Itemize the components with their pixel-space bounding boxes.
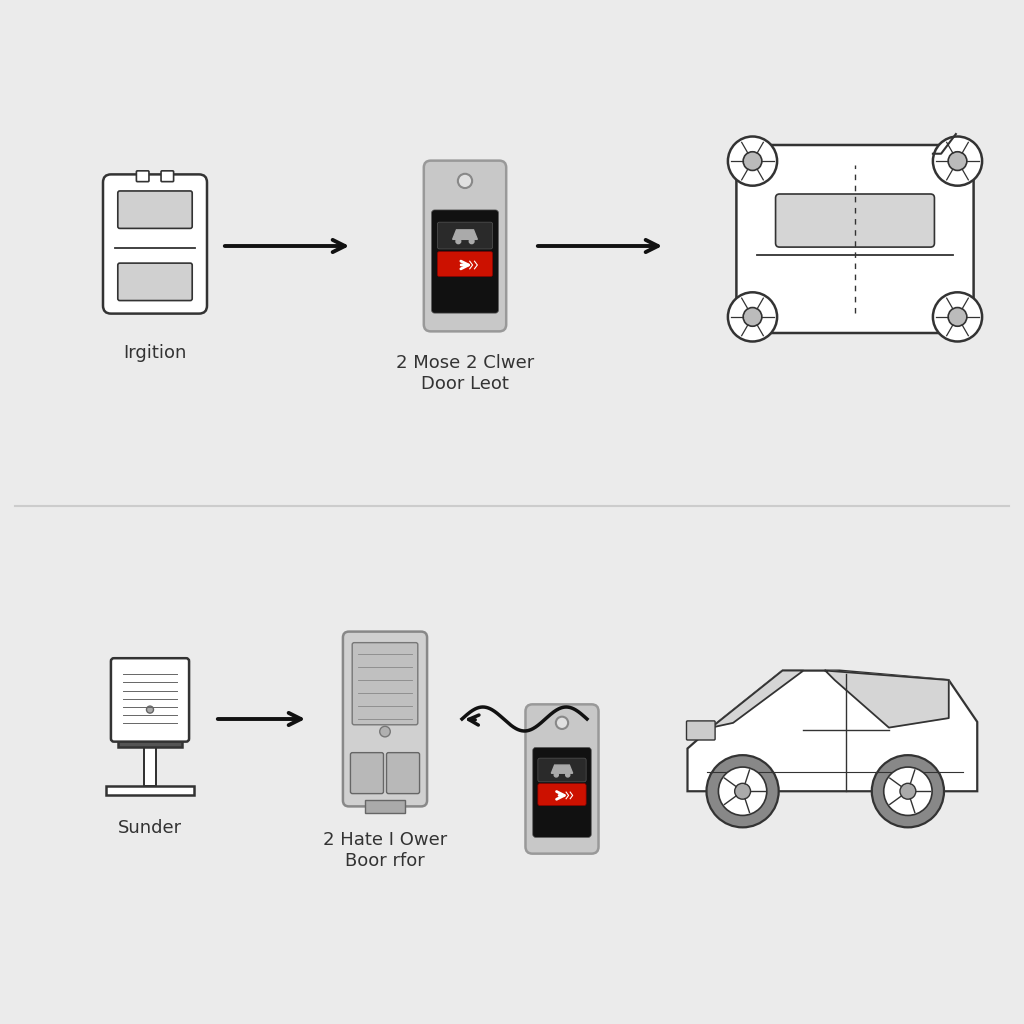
FancyBboxPatch shape xyxy=(161,171,174,181)
Circle shape xyxy=(734,783,751,799)
FancyBboxPatch shape xyxy=(5,524,1019,1019)
FancyBboxPatch shape xyxy=(103,174,207,313)
FancyBboxPatch shape xyxy=(437,252,493,276)
FancyBboxPatch shape xyxy=(538,758,586,781)
Circle shape xyxy=(556,717,568,729)
Circle shape xyxy=(565,773,569,777)
FancyBboxPatch shape xyxy=(437,222,493,249)
FancyBboxPatch shape xyxy=(136,171,148,181)
Bar xyxy=(106,786,194,795)
Bar xyxy=(143,746,156,786)
Circle shape xyxy=(380,726,390,737)
FancyBboxPatch shape xyxy=(538,783,586,806)
FancyBboxPatch shape xyxy=(775,194,935,247)
FancyBboxPatch shape xyxy=(118,263,193,301)
Circle shape xyxy=(900,783,915,799)
FancyBboxPatch shape xyxy=(736,145,974,333)
FancyBboxPatch shape xyxy=(5,5,1019,504)
Text: 2 Mose 2 Clwer
Door Leot: 2 Mose 2 Clwer Door Leot xyxy=(396,354,535,393)
FancyBboxPatch shape xyxy=(343,632,427,807)
FancyBboxPatch shape xyxy=(431,210,499,313)
FancyBboxPatch shape xyxy=(352,643,418,725)
FancyBboxPatch shape xyxy=(424,161,506,332)
Polygon shape xyxy=(551,765,572,773)
Circle shape xyxy=(884,767,932,815)
FancyBboxPatch shape xyxy=(118,190,193,228)
Circle shape xyxy=(743,152,762,170)
Circle shape xyxy=(933,292,982,341)
Circle shape xyxy=(948,307,967,327)
FancyBboxPatch shape xyxy=(386,753,420,794)
Circle shape xyxy=(948,152,967,170)
FancyBboxPatch shape xyxy=(350,753,383,794)
FancyBboxPatch shape xyxy=(686,721,715,740)
Polygon shape xyxy=(825,671,949,728)
Polygon shape xyxy=(687,671,977,792)
Circle shape xyxy=(719,767,767,815)
Circle shape xyxy=(146,707,154,713)
Bar xyxy=(366,801,404,813)
FancyBboxPatch shape xyxy=(111,658,189,741)
Text: Irgition: Irgition xyxy=(123,344,186,362)
Circle shape xyxy=(933,136,982,185)
Bar xyxy=(119,739,181,748)
Circle shape xyxy=(554,773,558,777)
Circle shape xyxy=(743,307,762,327)
FancyBboxPatch shape xyxy=(525,705,598,854)
Circle shape xyxy=(728,292,777,341)
Circle shape xyxy=(469,239,474,244)
Circle shape xyxy=(707,755,778,827)
Polygon shape xyxy=(453,229,477,240)
Polygon shape xyxy=(712,671,804,728)
FancyBboxPatch shape xyxy=(532,748,591,838)
Text: 2 Hate I Ower
Boor rfor: 2 Hate I Ower Boor rfor xyxy=(323,831,447,869)
Text: Sunder: Sunder xyxy=(118,819,182,837)
Circle shape xyxy=(458,174,472,188)
Circle shape xyxy=(456,239,461,244)
Circle shape xyxy=(871,755,944,827)
Circle shape xyxy=(728,136,777,185)
